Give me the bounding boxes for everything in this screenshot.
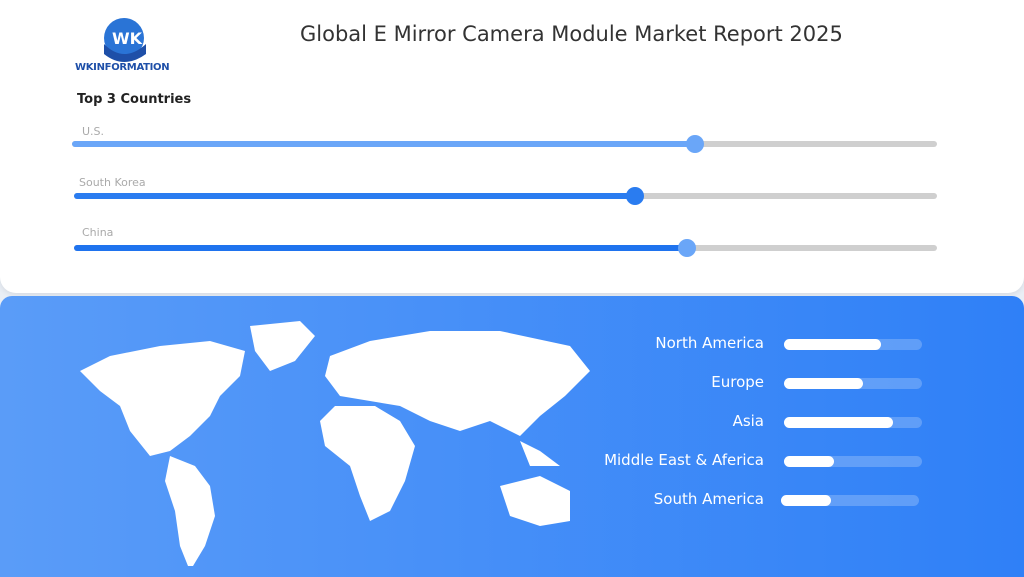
region-bar-fill bbox=[784, 339, 881, 350]
section-heading: Top 3 Countries bbox=[77, 92, 192, 107]
page-title: Global E Mirror Camera Module Market Rep… bbox=[300, 22, 843, 46]
slider-fill bbox=[72, 141, 695, 147]
wk-logo: WK bbox=[104, 18, 146, 62]
slider-handle[interactable] bbox=[685, 135, 704, 153]
region-bar-fill bbox=[781, 495, 831, 506]
region-bar bbox=[784, 456, 922, 467]
region-bar-fill bbox=[784, 417, 894, 428]
region-bar bbox=[781, 495, 919, 506]
slider-label: South Korea bbox=[79, 176, 146, 189]
top-panel: WK WKINFORMATION Global E Mirror Camera … bbox=[0, 0, 1024, 293]
world-map bbox=[80, 321, 590, 566]
region-label: North America bbox=[655, 334, 764, 352]
country-slider[interactable] bbox=[72, 135, 937, 153]
region-bar-fill bbox=[784, 378, 863, 389]
svg-text:WK: WK bbox=[112, 29, 143, 48]
slider-handle[interactable] bbox=[625, 187, 644, 205]
logo-text: WKINFORMATION bbox=[75, 62, 170, 73]
slider-handle[interactable] bbox=[677, 239, 696, 257]
region-label: Middle East & Aferica bbox=[604, 451, 764, 469]
country-slider[interactable] bbox=[74, 239, 937, 257]
region-bar-fill bbox=[784, 456, 834, 467]
slider-label: U.S. bbox=[82, 125, 105, 138]
region-label: Europe bbox=[711, 373, 764, 391]
slider-fill bbox=[74, 245, 687, 251]
region-bar bbox=[784, 417, 922, 428]
slider-fill bbox=[74, 193, 635, 199]
country-slider[interactable] bbox=[74, 187, 937, 205]
region-bar bbox=[784, 378, 922, 389]
slider-label: China bbox=[82, 226, 114, 239]
regions-panel: North America Europe Asia Middle East & … bbox=[0, 296, 1024, 577]
region-label: South America bbox=[653, 490, 764, 508]
region-label: Asia bbox=[732, 412, 764, 430]
region-bar bbox=[784, 339, 922, 350]
